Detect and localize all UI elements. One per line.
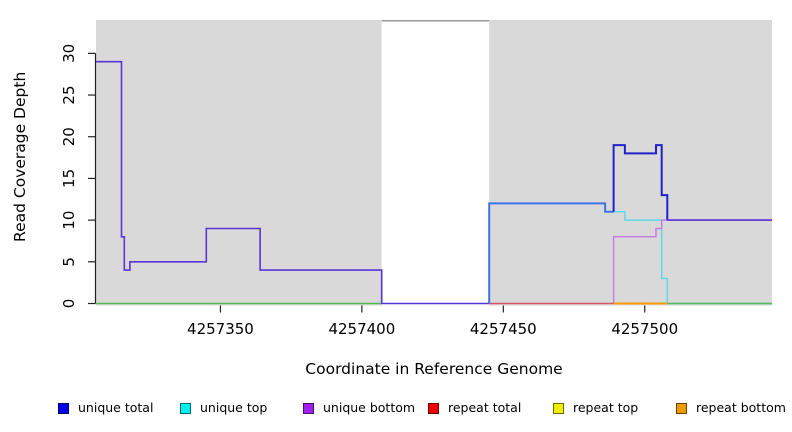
plot-background-band (489, 20, 772, 306)
x-tick-label: 4257500 (611, 320, 678, 338)
x-axis-title: Coordinate in Reference Genome (305, 360, 563, 378)
legend-item-repeat-bottom: repeat bottom (676, 399, 786, 417)
series-line-unique-total-mid (488, 202, 614, 304)
series-line-unique-total-left (96, 60, 490, 305)
x-tick-label: 4257400 (328, 320, 395, 338)
x-tick-label: 4257450 (470, 320, 537, 338)
legend-label: unique bottom (323, 400, 416, 415)
y-tick-label: 5 (60, 257, 78, 267)
y-tick-label: 20 (60, 127, 78, 146)
legend-item-unique-top: unique top (180, 399, 267, 417)
y-tick-label: 30 (60, 44, 78, 63)
legend-swatch-icon (676, 402, 687, 414)
legend-item-repeat-top: repeat top (553, 399, 638, 417)
legend-item-repeat-total: repeat total (428, 399, 521, 417)
legend-swatch-icon (553, 402, 564, 414)
series-line-unique-total-peak (612, 144, 669, 221)
chart-legend: unique total unique top unique bottom repea… (0, 399, 792, 419)
y-tick-label: 10 (60, 211, 78, 230)
legend-item-unique-bottom: unique bottom (303, 399, 415, 417)
y-axis-title: Read Coverage Depth (11, 71, 29, 242)
legend-swatch-icon (180, 402, 191, 414)
legend-swatch-icon (58, 402, 69, 414)
legend-swatch-icon (428, 402, 439, 414)
y-tick-label: 0 (60, 299, 78, 309)
plot-background-band (381, 20, 490, 306)
legend-label: repeat top (573, 400, 639, 415)
y-tick-label: 15 (60, 169, 78, 188)
legend-label: unique total (78, 400, 154, 415)
legend-label: repeat bottom (696, 400, 786, 415)
plot-background-band (96, 20, 382, 306)
legend-item-unique-total: unique total (58, 399, 153, 417)
legend-label: repeat total (448, 400, 522, 415)
series-line-unique-bottom-visible (612, 219, 772, 304)
x-tick-label: 4257350 (187, 320, 254, 338)
y-tick-label: 25 (60, 85, 78, 104)
legend-label: unique top (200, 400, 268, 415)
legend-swatch-icon (303, 402, 314, 414)
